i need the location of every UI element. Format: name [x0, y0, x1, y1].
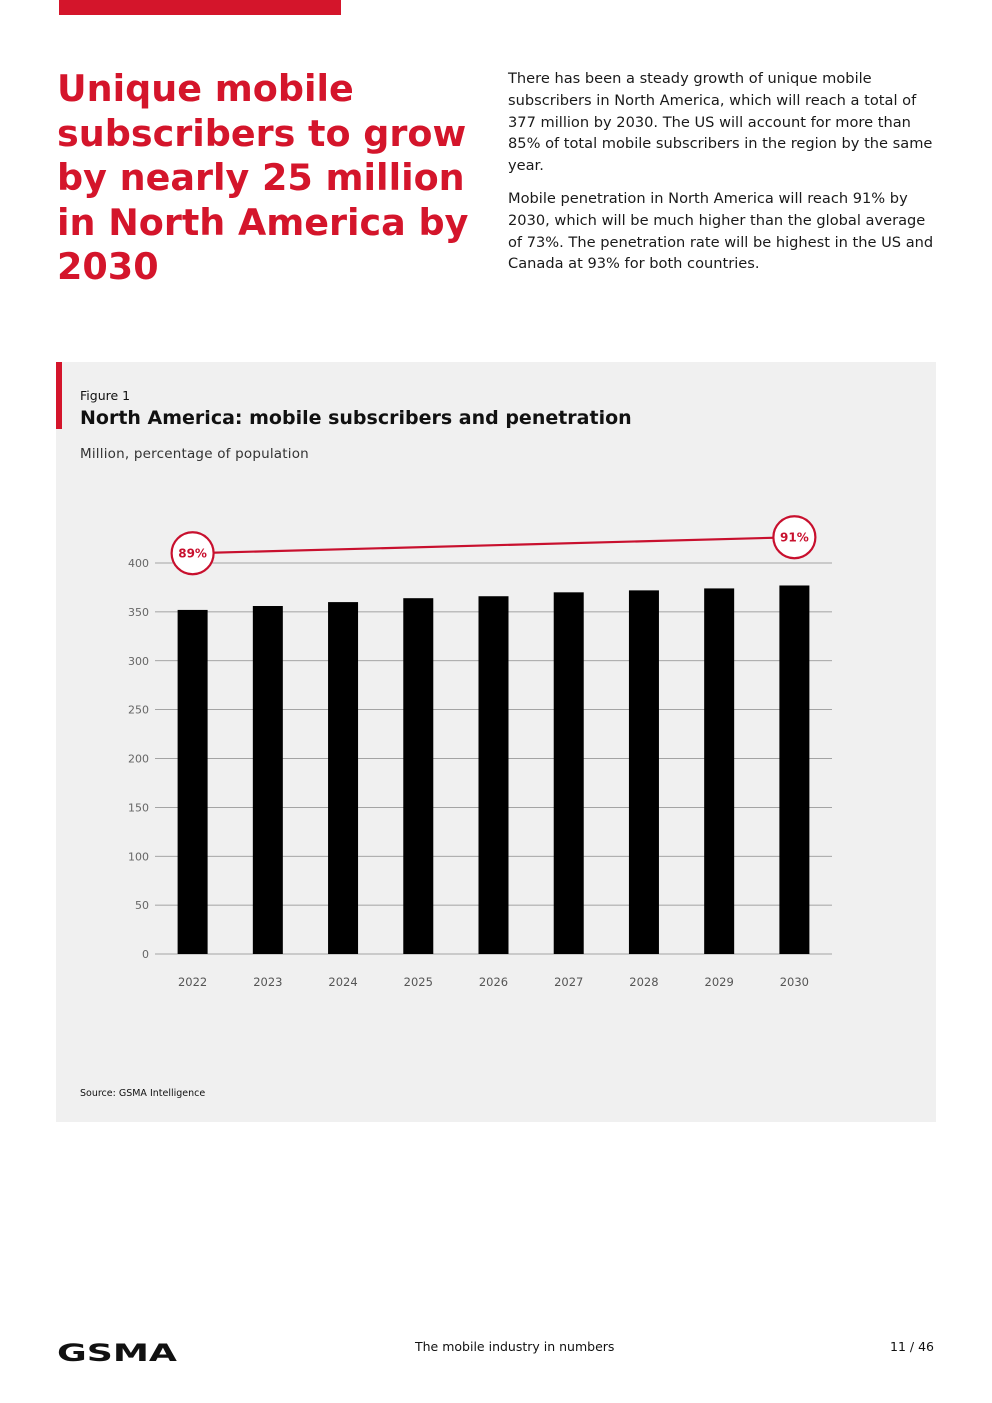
bar-2030 — [779, 585, 810, 954]
intro-text: There has been a steady growth of unique… — [508, 68, 938, 286]
x-tick-label: 2025 — [404, 975, 433, 989]
y-tick-label: 100 — [128, 850, 149, 863]
x-tick-label: 2030 — [780, 975, 809, 989]
penetration-label-2022: 89% — [178, 547, 207, 561]
x-tick-label: 2027 — [554, 975, 583, 989]
figure-unit: Million, percentage of population — [80, 446, 309, 462]
figure-title: North America: mobile subscribers and pe… — [80, 407, 632, 429]
figure-accent-bar — [56, 362, 62, 429]
subscribers-chart: 0 50 100 150 200 250 300 350 400 2022 2023 2024 2025… — [128, 515, 832, 989]
x-tick-label: 2029 — [705, 975, 734, 989]
bar-2026 — [478, 596, 509, 954]
y-tick-label: 400 — [128, 557, 149, 570]
y-tick-label: 50 — [135, 899, 149, 912]
penetration-marker-2022 — [170, 531, 215, 576]
bar-2028 — [628, 590, 659, 954]
y-tick-label: 0 — [142, 948, 149, 961]
top-accent-bar — [59, 0, 341, 15]
bar-2029 — [704, 588, 735, 954]
bar-2023 — [252, 606, 283, 954]
x-tick-label: 2022 — [178, 975, 207, 989]
bar-2025 — [403, 598, 434, 954]
footer-title: The mobile industry in numbers — [415, 1339, 615, 1354]
page-number: 11 / 46 — [890, 1339, 934, 1354]
penetration-label-2030: 91% — [780, 531, 809, 545]
y-tick-label: 200 — [128, 753, 149, 766]
y-tick-label: 250 — [128, 704, 149, 717]
intro-paragraph-2: Mobile penetration in North America will… — [508, 189, 934, 273]
page-headline: Unique mobile subscribers to grow by nea… — [57, 67, 469, 288]
gsma-logo: GSMA — [57, 1340, 178, 1364]
y-tick-label: 350 — [128, 606, 149, 619]
intro-paragraph-1: There has been a steady growth of unique… — [508, 70, 933, 175]
y-tick-label: 300 — [128, 655, 149, 668]
penetration-marker-2030 — [772, 515, 817, 560]
figure-source: Source: GSMA Intelligence — [80, 1088, 206, 1099]
bar-2027 — [553, 592, 584, 954]
penetration-line — [192, 536, 795, 555]
x-tick-label: 2023 — [253, 975, 282, 989]
bar-2022 — [177, 609, 208, 954]
x-tick-label: 2028 — [629, 975, 658, 989]
y-tick-label: 150 — [128, 801, 149, 814]
bar-2024 — [328, 602, 359, 954]
x-tick-label: 2024 — [328, 975, 357, 989]
gsma-logo-text: GSMA — [57, 1340, 178, 1364]
figure-label: Figure 1 — [80, 388, 131, 403]
x-tick-label: 2026 — [479, 975, 508, 989]
